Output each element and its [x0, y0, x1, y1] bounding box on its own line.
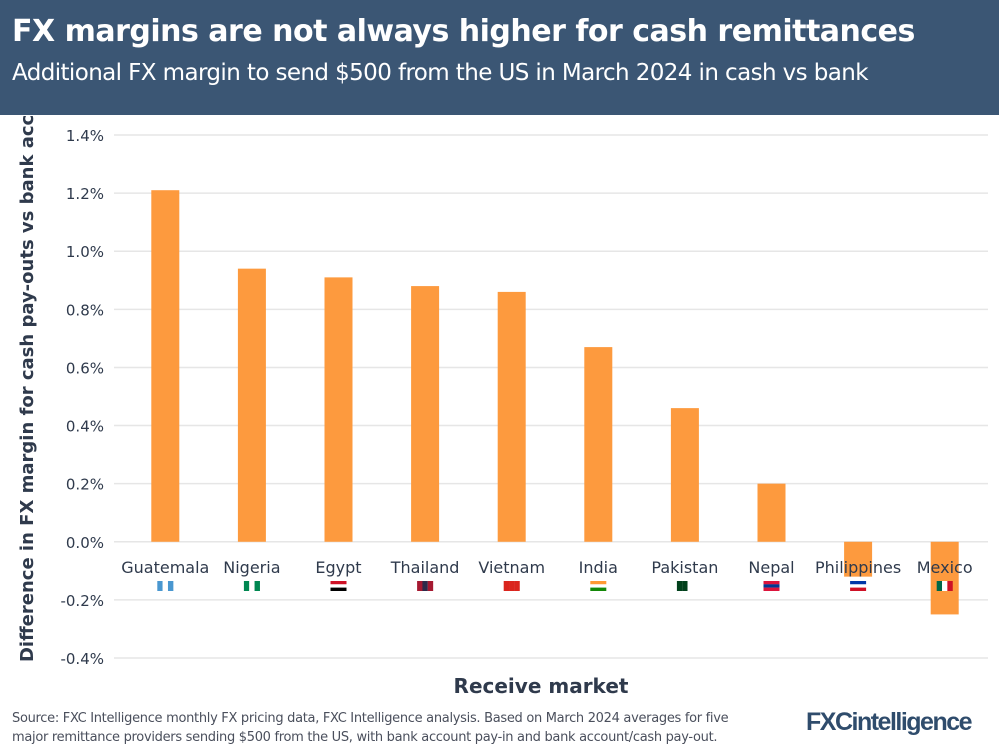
y-tick-label: 1.4% [66, 127, 104, 145]
y-axis-label: Difference in FX margin for cash pay-out… [17, 115, 38, 662]
bar-pakistan [670, 408, 699, 542]
y-tick-label: 1.2% [66, 185, 104, 203]
vietnam-flag-icon [503, 581, 520, 591]
nigeria-flag-icon [243, 581, 260, 591]
x-tick-label: Vietnam [478, 558, 545, 577]
bar-guatemala [151, 190, 180, 542]
bar-chart: -0.4% -0.2% 0.0% 0.2% 0.4% 0.6% 0.8% 1.0% 1.2% 1.… [17, 115, 988, 698]
bar-philippines [844, 541, 873, 577]
bar-nigeria [237, 268, 266, 542]
india-flag-icon [590, 581, 607, 591]
x-tick-label: Nigeria [223, 558, 280, 577]
x-tick-label: Thailand [390, 558, 460, 577]
bar-mexico [930, 541, 959, 615]
guatemala-flag-icon [157, 581, 174, 591]
source-note: Source: FXC Intelligence monthly FX pric… [12, 709, 729, 747]
x-tick-label: Egypt [315, 558, 361, 577]
chart-title: FX margins are not always higher for cas… [12, 14, 915, 49]
bar-india [584, 347, 613, 542]
x-axis-label: Receive market [454, 674, 629, 698]
x-tick-label: Pakistan [651, 558, 718, 577]
x-tick-label: Guatemala [121, 558, 209, 577]
y-tick-label: 0.8% [66, 301, 104, 319]
philippines-flag-icon [850, 581, 867, 591]
pakistan-flag-icon [676, 581, 693, 591]
bar-vietnam [497, 291, 526, 542]
y-tick-label: 0.6% [66, 359, 104, 377]
thailand-flag-icon [417, 581, 434, 591]
bar-egypt [324, 277, 353, 542]
y-tick-label: 0.2% [66, 476, 104, 494]
bar-thailand [411, 286, 440, 542]
y-tick-label: 0.4% [66, 418, 104, 436]
x-tick-label: Nepal [748, 558, 794, 577]
mexico-flag-icon [936, 581, 953, 591]
y-tick-label: 0.0% [66, 534, 104, 552]
chart-subtitle: Additional FX margin to send $500 from t… [12, 60, 869, 86]
y-tick-label: -0.4% [60, 650, 104, 668]
egypt-flag-icon [330, 581, 347, 591]
source-line-2: major remittance providers sending $500 … [12, 730, 718, 745]
nepal-flag-icon [763, 581, 780, 591]
source-line-1: Source: FXC Intelligence monthly FX pric… [12, 711, 729, 726]
x-tick-label: Philippines [815, 558, 901, 577]
bar-nepal [757, 483, 786, 542]
x-tick-label: Mexico [917, 558, 973, 577]
y-tick-label: 1.0% [66, 243, 104, 261]
header: FX margins are not always higher for cas… [0, 0, 999, 115]
fxc-logo: FXCintelligence [806, 708, 973, 736]
y-tick-label: -0.2% [60, 592, 104, 610]
x-tick-label: India [579, 558, 618, 577]
